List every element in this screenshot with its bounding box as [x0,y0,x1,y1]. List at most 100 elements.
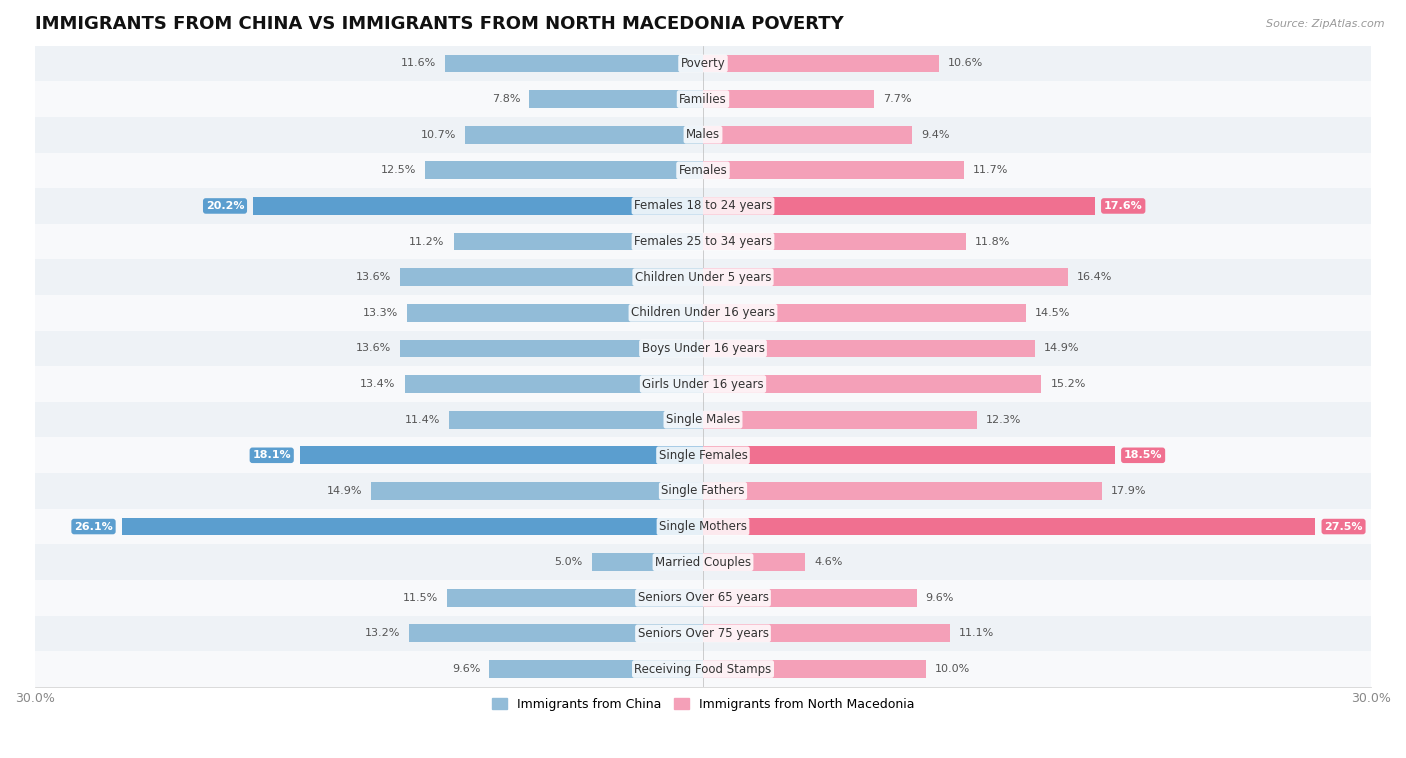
Text: 14.5%: 14.5% [1035,308,1070,318]
Bar [465,126,703,143]
Bar [703,625,950,642]
Bar [406,304,703,321]
Bar [35,117,1371,152]
Text: IMMIGRANTS FROM CHINA VS IMMIGRANTS FROM NORTH MACEDONIA POVERTY: IMMIGRANTS FROM CHINA VS IMMIGRANTS FROM… [35,15,844,33]
Text: 11.7%: 11.7% [973,165,1008,175]
Text: 4.6%: 4.6% [814,557,842,567]
Bar [35,330,1371,366]
Bar [35,45,1371,81]
Bar [371,482,703,500]
Text: 5.0%: 5.0% [554,557,582,567]
Bar [35,188,1371,224]
Text: 14.9%: 14.9% [1043,343,1080,353]
Bar [35,259,1371,295]
Bar [703,375,1042,393]
Text: 14.9%: 14.9% [326,486,363,496]
Text: Single Males: Single Males [666,413,740,426]
Text: Source: ZipAtlas.com: Source: ZipAtlas.com [1267,19,1385,29]
Bar [409,625,703,642]
Text: Receiving Food Stamps: Receiving Food Stamps [634,662,772,675]
Text: 10.0%: 10.0% [935,664,970,674]
Text: 11.2%: 11.2% [409,236,444,246]
Text: Children Under 16 years: Children Under 16 years [631,306,775,319]
Bar [299,446,703,464]
Bar [401,268,703,286]
Text: Males: Males [686,128,720,141]
Text: 13.6%: 13.6% [356,343,391,353]
Text: 26.1%: 26.1% [75,522,112,531]
Text: 7.8%: 7.8% [492,94,520,104]
Text: Females 18 to 24 years: Females 18 to 24 years [634,199,772,212]
Bar [703,411,977,428]
Text: 9.6%: 9.6% [451,664,481,674]
Bar [529,90,703,108]
Text: 12.3%: 12.3% [986,415,1021,424]
Bar [35,295,1371,330]
Bar [35,473,1371,509]
Bar [401,340,703,357]
Text: 10.7%: 10.7% [420,130,456,139]
Text: Girls Under 16 years: Girls Under 16 years [643,377,763,390]
Text: 11.4%: 11.4% [405,415,440,424]
Text: 12.5%: 12.5% [381,165,416,175]
Text: 9.6%: 9.6% [925,593,955,603]
Bar [703,304,1026,321]
Text: Seniors Over 65 years: Seniors Over 65 years [637,591,769,604]
Text: 9.4%: 9.4% [921,130,949,139]
Bar [35,437,1371,473]
Text: 16.4%: 16.4% [1077,272,1112,282]
Text: 11.6%: 11.6% [401,58,436,68]
Bar [703,340,1035,357]
Bar [35,224,1371,259]
Bar [449,411,703,428]
Bar [35,152,1371,188]
Text: 11.5%: 11.5% [402,593,439,603]
Bar [35,651,1371,687]
Bar [703,55,939,72]
Text: Married Couples: Married Couples [655,556,751,568]
Text: 17.6%: 17.6% [1104,201,1143,211]
Bar [703,126,912,143]
Bar [447,589,703,606]
Text: 11.8%: 11.8% [974,236,1010,246]
Text: 7.7%: 7.7% [883,94,912,104]
Bar [703,233,966,250]
Text: 11.1%: 11.1% [959,628,994,638]
Text: Children Under 5 years: Children Under 5 years [634,271,772,283]
Text: Single Mothers: Single Mothers [659,520,747,533]
Bar [703,518,1316,535]
Text: 15.2%: 15.2% [1050,379,1085,389]
Text: 13.6%: 13.6% [356,272,391,282]
Bar [35,81,1371,117]
Bar [703,482,1102,500]
Text: Boys Under 16 years: Boys Under 16 years [641,342,765,355]
Text: Females 25 to 34 years: Females 25 to 34 years [634,235,772,248]
Bar [35,544,1371,580]
Bar [35,509,1371,544]
Bar [35,402,1371,437]
Text: 17.9%: 17.9% [1111,486,1146,496]
Text: Single Females: Single Females [658,449,748,462]
Bar [489,660,703,678]
Text: 13.3%: 13.3% [363,308,398,318]
Text: 13.4%: 13.4% [360,379,395,389]
Bar [35,615,1371,651]
Text: Poverty: Poverty [681,57,725,70]
Bar [703,589,917,606]
Bar [703,553,806,571]
Text: 13.2%: 13.2% [364,628,401,638]
Bar [703,161,963,179]
Text: 27.5%: 27.5% [1324,522,1362,531]
Text: Families: Families [679,92,727,105]
Text: Seniors Over 75 years: Seniors Over 75 years [637,627,769,640]
Bar [444,55,703,72]
Bar [592,553,703,571]
Bar [454,233,703,250]
Bar [703,268,1069,286]
Text: Single Fathers: Single Fathers [661,484,745,497]
Text: 18.5%: 18.5% [1123,450,1163,460]
Bar [35,366,1371,402]
Text: Females: Females [679,164,727,177]
Bar [122,518,703,535]
Bar [703,660,925,678]
